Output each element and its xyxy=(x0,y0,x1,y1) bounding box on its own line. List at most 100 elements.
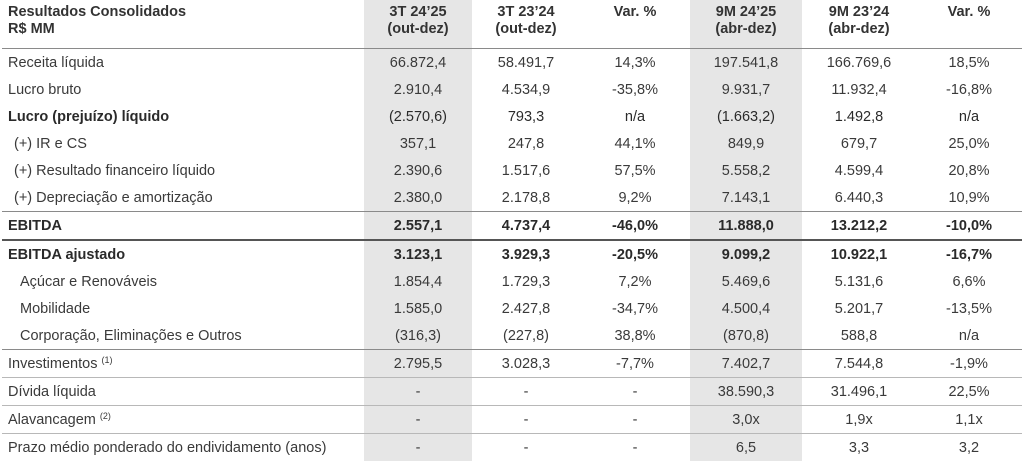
row-label: EBITDA ajustado xyxy=(2,239,364,268)
cell: - xyxy=(472,405,580,434)
cell: 1,9x xyxy=(802,405,916,434)
cell: 357,1 xyxy=(364,130,472,157)
row-ir-cs: (+) IR e CS 357,1 247,8 44,1% 849,9 679,… xyxy=(2,130,1022,157)
cell: 2.390,6 xyxy=(364,157,472,184)
row-label-text: Dívida líquida xyxy=(8,383,96,400)
cell: -1,9% xyxy=(916,349,1022,378)
row-label-text: Lucro bruto xyxy=(8,81,82,98)
cell: 6.440,3 xyxy=(834,189,884,206)
row-label: Dívida líquida xyxy=(2,377,364,406)
cell: 4.534,9 xyxy=(501,81,551,98)
row-label-text: (+) IR e CS xyxy=(14,135,87,152)
cell: 9.931,7 xyxy=(690,76,802,103)
title-line1: Resultados Consolidados xyxy=(8,4,187,20)
cell: 3.028,3 xyxy=(472,349,580,378)
cell: -34,7% xyxy=(612,300,658,317)
cell: 57,5% xyxy=(614,162,656,179)
cell: 9,2% xyxy=(618,189,652,206)
row-prazo-medio: Prazo médio ponderado do endividamento (… xyxy=(2,433,1022,461)
cell: 11.888,0 xyxy=(690,211,802,240)
cell: n/a xyxy=(958,327,980,344)
cell: - xyxy=(364,433,472,461)
row-divida-liquida: Dívida líquida - - - 38.590,3 31.496,1 2… xyxy=(2,377,1022,406)
cell: (870,8) xyxy=(690,322,802,350)
cell: 1,1x xyxy=(916,405,1022,434)
col-header-line: (abr-dez) xyxy=(715,21,777,37)
col-header-line: (abr-dez) xyxy=(828,21,890,37)
cell: 20,8% xyxy=(948,162,990,179)
cell: 13.212,2 xyxy=(802,211,916,240)
col-header-line: 9M 24’25 xyxy=(715,4,777,20)
row-lucro-bruto: Lucro bruto 2.910,4 4.534,9 -35,8% 9.931… xyxy=(2,76,1022,103)
cell: 3.123,1 xyxy=(364,239,472,268)
cell: 197.541,8 xyxy=(690,48,802,76)
cell: 1.492,8 xyxy=(834,108,884,125)
row-label: EBITDA xyxy=(2,211,364,240)
row-label-text: (+) Depreciação e amortização xyxy=(14,189,213,206)
cell: 58.491,7 xyxy=(497,54,555,71)
cell: -13,5% xyxy=(946,300,992,317)
row-lucro-liquido: Lucro (prejuízo) líquido (2.570,6) 793,3… xyxy=(2,103,1022,130)
cell: 5.558,2 xyxy=(690,157,802,184)
cell: 31.496,1 xyxy=(802,377,916,406)
cell: 1.854,4 xyxy=(364,268,472,295)
row-label: (+) Depreciação e amortização xyxy=(2,184,364,212)
row-label: Lucro bruto xyxy=(2,76,364,103)
col-header-line: 3T 23’24 xyxy=(497,4,555,20)
cell: -7,7% xyxy=(580,349,690,378)
cell: 793,3 xyxy=(507,108,545,125)
cell: (1.663,2) xyxy=(690,103,802,130)
row-label-text: Receita líquida xyxy=(8,54,104,71)
cell: 25,0% xyxy=(948,135,990,152)
row-acucar-renovaveis: Açúcar e Renováveis 1.854,4 1.729,3 7,2%… xyxy=(2,268,1022,295)
cell: -16,7% xyxy=(916,239,1022,268)
cell: 11.932,4 xyxy=(831,81,887,98)
header-row: Resultados Consolidados R$ MM 3T 24’25 (… xyxy=(2,0,1022,49)
cell: -10,0% xyxy=(916,211,1022,240)
cell: 1.585,0 xyxy=(364,295,472,322)
row-label: Investimentos (1) xyxy=(2,349,364,378)
cell: 5.469,6 xyxy=(690,268,802,295)
row-ebitda: EBITDA 2.557,1 4.737,4 -46,0% 11.888,0 1… xyxy=(2,211,1022,240)
cell: (316,3) xyxy=(364,322,472,350)
col-header-line: Var. % xyxy=(613,4,657,20)
cell: - xyxy=(580,405,690,434)
row-label: (+) Resultado financeiro líquido xyxy=(2,157,364,184)
row-label: Mobilidade xyxy=(2,295,364,322)
row-label-text: Investimentos xyxy=(8,356,98,372)
cell: 66.872,4 xyxy=(364,48,472,76)
col-header-var-9m: Var. % xyxy=(916,0,1022,49)
cell: 1.729,3 xyxy=(501,273,551,290)
col-header-9m2425: 9M 24’25 (abr-dez) xyxy=(690,0,802,49)
cell: 2.910,4 xyxy=(364,76,472,103)
cell: -20,5% xyxy=(580,239,690,268)
cell: - xyxy=(580,377,690,406)
row-label: Lucro (prejuízo) líquido xyxy=(2,103,364,130)
cell: -16,8% xyxy=(946,81,992,98)
cell: n/a xyxy=(958,108,980,125)
cell: - xyxy=(472,377,580,406)
cell: 2.795,5 xyxy=(364,349,472,378)
row-resultado-financeiro: (+) Resultado financeiro líquido 2.390,6… xyxy=(2,157,1022,184)
cell: -46,0% xyxy=(580,211,690,240)
row-receita-liquida: Receita líquida 66.872,4 58.491,7 14,3% … xyxy=(2,48,1022,76)
cell: - xyxy=(580,433,690,461)
cell: 7,2% xyxy=(618,273,652,290)
row-label: Corporação, Eliminações e Outros xyxy=(2,322,364,350)
cell: 44,1% xyxy=(614,135,656,152)
cell: - xyxy=(472,433,580,461)
cell: 3.929,3 xyxy=(472,239,580,268)
row-alavancagem: Alavancagem (2) - - - 3,0x 1,9x 1,1x xyxy=(2,405,1022,434)
col-header-line: 9M 23’24 xyxy=(828,4,890,20)
cell: -35,8% xyxy=(612,81,658,98)
row-corporacao: Corporação, Eliminações e Outros (316,3)… xyxy=(2,322,1022,350)
cell: 22,5% xyxy=(916,377,1022,406)
row-label-text: Corporação, Eliminações e Outros xyxy=(20,327,242,344)
row-label-text: Alavancagem xyxy=(8,412,96,428)
title-line2: R$ MM xyxy=(8,21,55,37)
cell: 9.099,2 xyxy=(690,239,802,268)
cell: (227,8) xyxy=(503,327,549,344)
row-ebitda-ajustado: EBITDA ajustado 3.123,1 3.929,3 -20,5% 9… xyxy=(2,239,1022,268)
cell: 1.517,6 xyxy=(501,162,551,179)
